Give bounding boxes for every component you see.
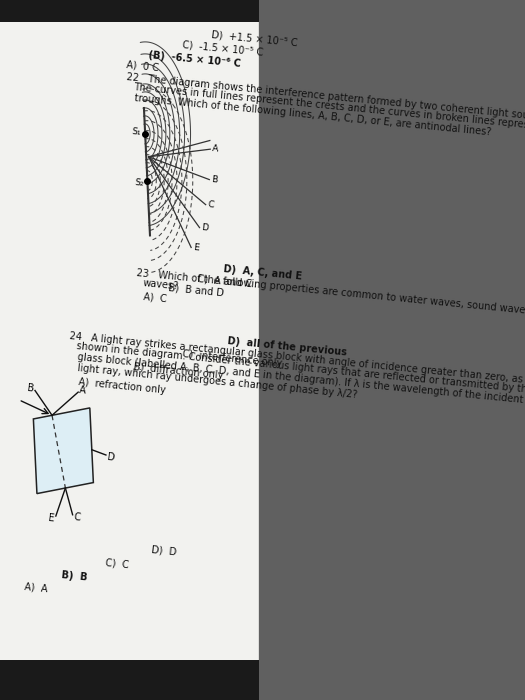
Text: B)  B and D: B) B and D bbox=[167, 283, 224, 298]
Text: C: C bbox=[73, 512, 81, 522]
Text: C)  -1.5 × 10⁻⁵ C: C) -1.5 × 10⁻⁵ C bbox=[182, 39, 264, 57]
Text: D)  all of the previous: D) all of the previous bbox=[227, 336, 347, 357]
Polygon shape bbox=[0, 0, 259, 22]
Text: A: A bbox=[212, 144, 219, 154]
Text: 23   Which of the following properties are common to water waves, sound waves, a: 23 Which of the following properties are… bbox=[136, 268, 525, 321]
Text: C: C bbox=[207, 199, 214, 209]
Text: light ray, which ray undergoes a change of phase by λ/2?: light ray, which ray undergoes a change … bbox=[77, 363, 358, 400]
Text: A)  0 C: A) 0 C bbox=[126, 59, 159, 72]
Text: D: D bbox=[107, 452, 115, 463]
Text: shown in the diagram. Consider the various light rays that are reflected or tran: shown in the diagram. Consider the vario… bbox=[76, 341, 525, 395]
Text: waves?: waves? bbox=[143, 278, 180, 291]
Polygon shape bbox=[34, 408, 93, 493]
Text: A)  A: A) A bbox=[24, 581, 48, 594]
Text: C)  C: C) C bbox=[105, 557, 129, 570]
Text: D)  +1.5 × 10⁻⁵ C: D) +1.5 × 10⁻⁵ C bbox=[211, 29, 298, 48]
Text: S₂: S₂ bbox=[134, 178, 144, 188]
Text: D: D bbox=[201, 223, 209, 232]
Text: glass block (labelled A, B, C, D, and E in the diagram). If λ is the wavelength : glass block (labelled A, B, C, D, and E … bbox=[77, 352, 523, 405]
Text: B: B bbox=[27, 383, 35, 393]
Text: B: B bbox=[211, 175, 218, 184]
Text: The curves in full lines represent the crests and the curves in broken lines rep: The curves in full lines represent the c… bbox=[133, 82, 525, 133]
Text: B)  B: B) B bbox=[61, 570, 88, 582]
Text: A)  C: A) C bbox=[143, 292, 167, 304]
Text: (B)  -6.5 × 10⁻⁶ C: (B) -6.5 × 10⁻⁶ C bbox=[148, 50, 241, 69]
Text: 24   A light ray strikes a rectangular glass block with angle of incidence great: 24 A light ray strikes a rectangular gla… bbox=[69, 331, 523, 385]
Text: E: E bbox=[193, 243, 199, 252]
Text: D)  A, C, and E: D) A, C, and E bbox=[223, 264, 303, 281]
Text: B)  diffraction only: B) diffraction only bbox=[133, 362, 224, 381]
Text: C)  interference only: C) interference only bbox=[182, 349, 282, 368]
Text: E: E bbox=[47, 513, 55, 524]
Text: 22   The diagram shows the interference pattern formed by two coherent light sou: 22 The diagram shows the interference pa… bbox=[127, 72, 525, 127]
Text: A: A bbox=[79, 385, 86, 396]
Text: troughs. Which of the following lines, A, B, C, D, or E, are antinodal lines?: troughs. Which of the following lines, A… bbox=[134, 92, 491, 137]
Text: D)  D: D) D bbox=[151, 545, 177, 556]
Text: A)  refraction only: A) refraction only bbox=[78, 377, 166, 395]
Text: C)  A and C: C) A and C bbox=[197, 273, 253, 288]
Text: S₁: S₁ bbox=[131, 127, 142, 137]
Polygon shape bbox=[0, 660, 259, 700]
Polygon shape bbox=[0, 0, 259, 680]
